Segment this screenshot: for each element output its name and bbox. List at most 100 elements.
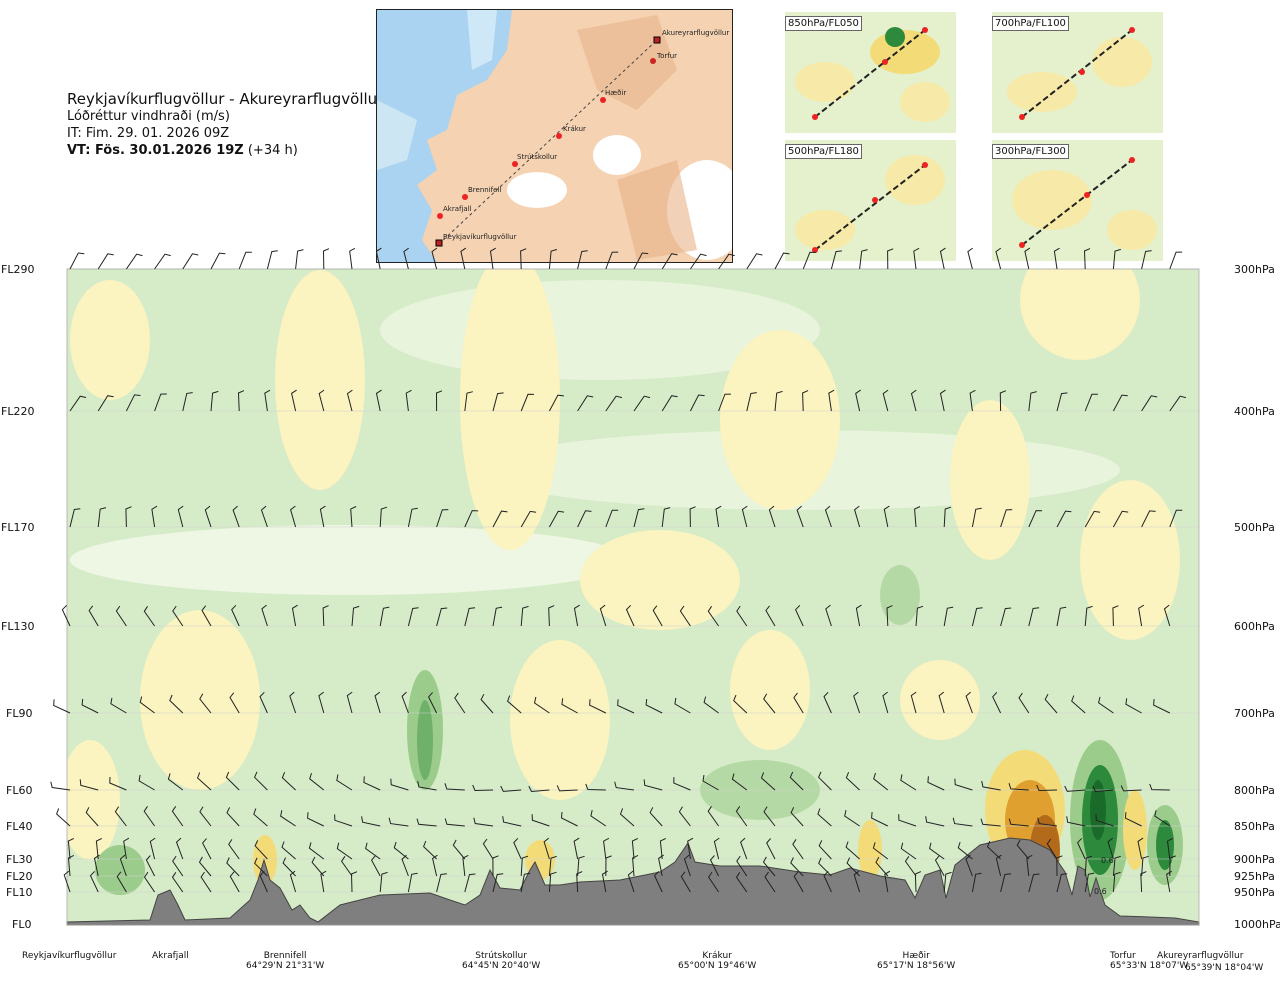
wind-barb: [633, 395, 651, 412]
wind-barb: [702, 774, 719, 791]
valid-time: VT: Fös. 30.01.2026 19Z (+34 h): [67, 142, 377, 159]
wind-barb: [1000, 509, 1013, 528]
wind-barb: [548, 871, 557, 893]
wind-barb: [531, 814, 550, 827]
wind-barb: [154, 253, 171, 270]
wind-barb: [1141, 395, 1158, 412]
wind-barb: [654, 871, 663, 893]
wind-barb: [884, 870, 891, 893]
wind-barb: [67, 837, 75, 860]
wind-barb: [1083, 248, 1091, 270]
wind-barb: [971, 507, 982, 528]
wind-barb: [1056, 855, 1063, 877]
wind-barb: [81, 698, 99, 714]
wind-barb: [560, 811, 578, 827]
wind-barb: [882, 691, 889, 714]
wind-barb: [228, 839, 240, 860]
wind-barb: [311, 856, 325, 877]
fl-label: FL290: [1, 263, 35, 276]
map-label-krakur: Krákur: [563, 125, 586, 133]
fl-label: FL90: [6, 707, 33, 720]
wind-barb: [259, 870, 268, 893]
wind-barb: [125, 253, 143, 270]
pressure-label: 800hPa: [1234, 784, 1275, 797]
wind-barb: [1154, 810, 1171, 827]
wind-barb: [482, 838, 494, 860]
wind-barb: [718, 253, 735, 270]
wind-barb: [379, 506, 388, 528]
minimap-500-label: 500hPa/FL180: [785, 144, 862, 159]
wind-barb: [374, 691, 381, 714]
wind-barb: [766, 838, 776, 860]
wind-barb: [210, 390, 219, 412]
location-coord: 65°33'N 18°07'W: [1110, 961, 1189, 971]
wind-barb: [444, 818, 465, 827]
wind-barb: [577, 250, 588, 270]
wind-barb: [492, 873, 504, 893]
wind-barb: [793, 692, 804, 714]
map-label-akrafjall: Akrafjall: [443, 205, 472, 213]
wind-barb: [845, 772, 860, 791]
wind-barb: [97, 253, 114, 270]
wind-barb: [939, 247, 946, 270]
wind-barb: [172, 605, 184, 627]
wind-barb: [1095, 814, 1114, 827]
wind-barb: [431, 247, 438, 270]
minimap-300: 300hPa/FL300: [992, 140, 1163, 261]
wind-barb: [967, 247, 973, 270]
wind-barb: [143, 806, 156, 827]
location-coord: 65°00'N 19°46'W: [678, 961, 757, 971]
wind-barb: [548, 394, 564, 412]
wind-barb: [1112, 855, 1121, 877]
wind-barb: [198, 856, 212, 877]
wind-barb: [452, 839, 466, 860]
wind-barb: [50, 781, 71, 791]
location-name: Brennifell: [263, 951, 307, 961]
wind-barb: [291, 389, 297, 412]
wind-barb: [1077, 837, 1086, 860]
wind-barb: [823, 691, 832, 714]
wind-barb: [633, 508, 645, 528]
wind-barb: [1153, 699, 1171, 714]
wind-barb: [229, 692, 240, 714]
wind-barb: [1028, 607, 1040, 627]
location-name: Torfur: [1110, 951, 1136, 961]
wind-barb: [765, 605, 776, 627]
wind-barb: [589, 699, 607, 714]
wind-barb: [992, 692, 1002, 714]
location-name: Akureyrarflugvöllur: [1157, 951, 1244, 961]
wind-barb: [617, 699, 635, 714]
wind-barb: [1169, 509, 1183, 528]
wind-barb: [1141, 250, 1152, 270]
location-label: Krákur 65°00'N 19°46'W: [678, 951, 756, 971]
wind-barb: [69, 252, 85, 270]
wind-barb: [254, 771, 268, 791]
pressure-label: 850hPa: [1234, 820, 1275, 833]
location-label: Akureyrarflugvöllur: [1157, 951, 1243, 961]
wind-barb: [56, 808, 71, 827]
wind-barb: [436, 873, 447, 893]
wind-barb: [718, 393, 731, 412]
wind-barb: [1120, 785, 1142, 792]
wind-barb: [282, 857, 296, 877]
wind-barb: [401, 854, 409, 877]
wind-barb: [1008, 783, 1029, 791]
location-name: Krákur: [702, 951, 732, 961]
wind-barb: [824, 505, 832, 528]
wind-barb: [290, 505, 297, 528]
wind-barb: [1056, 606, 1067, 627]
wind-barb: [116, 871, 127, 893]
wind-barb: [318, 389, 325, 412]
wind-barb: [379, 606, 390, 627]
plot-label-2: 0.6: [1094, 887, 1107, 896]
wind-barb: [53, 699, 71, 714]
minimap-500: 500hPa/FL180: [785, 140, 956, 261]
wind-barb: [520, 248, 527, 270]
wind-barb: [334, 814, 353, 827]
wind-barb: [1125, 698, 1142, 714]
wind-barb: [1053, 247, 1060, 270]
wind-barb: [280, 810, 296, 827]
pressure-label: 400hPa: [1234, 405, 1275, 418]
wind-barb: [322, 248, 330, 270]
wind-barb: [790, 857, 804, 877]
